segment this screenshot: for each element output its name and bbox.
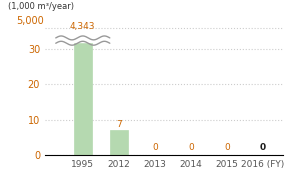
Bar — [56, 36, 110, 42]
Text: 0: 0 — [152, 143, 158, 152]
Text: (1,000 m³/year): (1,000 m³/year) — [8, 2, 74, 11]
Bar — [110, 130, 128, 155]
Text: 4,343: 4,343 — [70, 22, 95, 31]
Text: 0: 0 — [188, 143, 194, 152]
Text: 0: 0 — [260, 143, 266, 152]
Text: 0: 0 — [224, 143, 230, 152]
Text: 7: 7 — [116, 120, 122, 129]
Bar — [74, 38, 92, 155]
Text: 5,000: 5,000 — [16, 16, 44, 26]
